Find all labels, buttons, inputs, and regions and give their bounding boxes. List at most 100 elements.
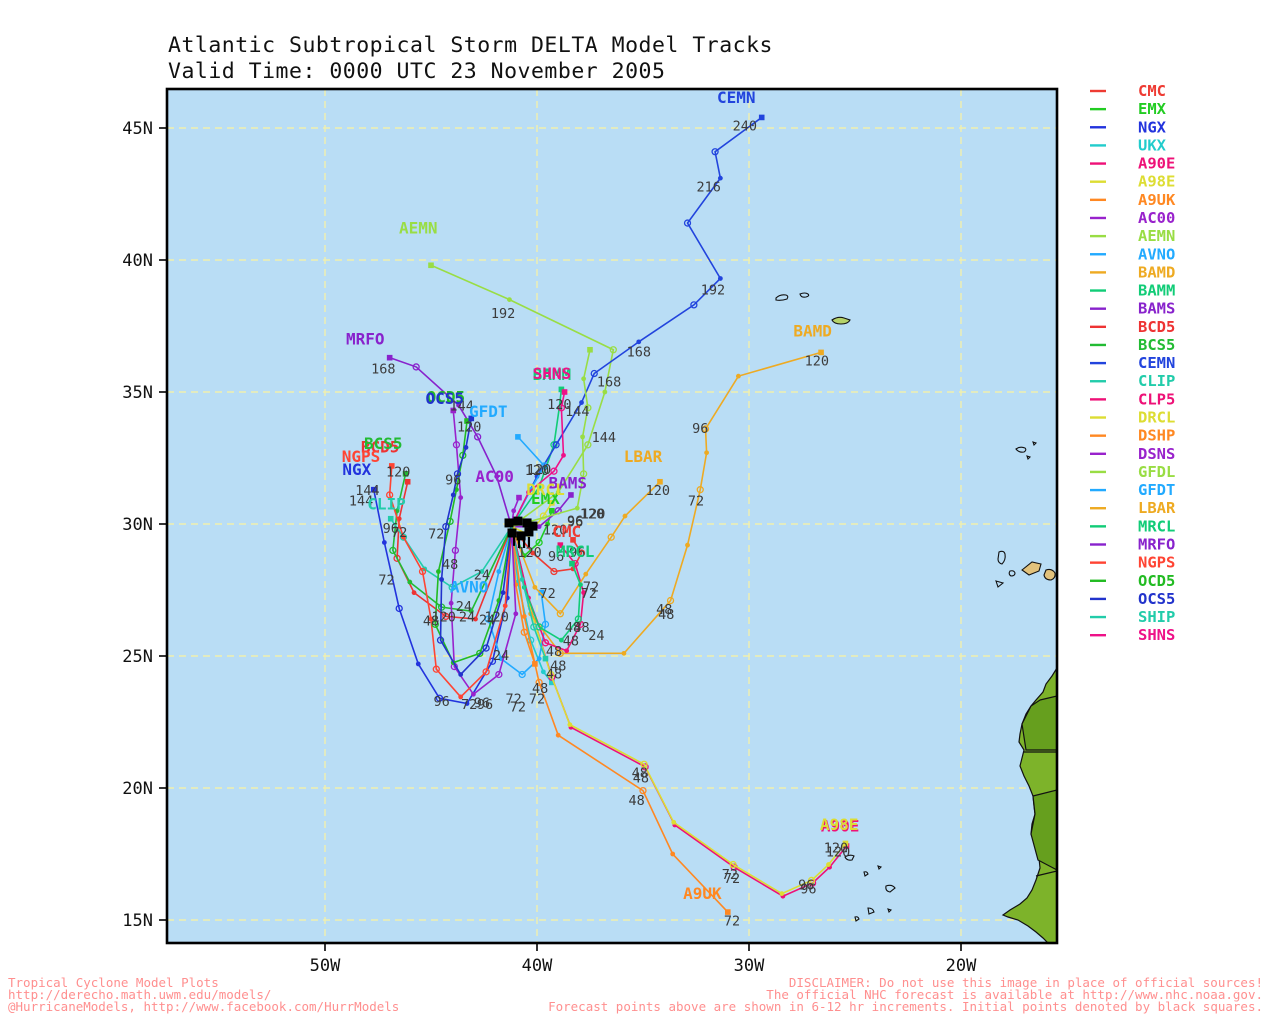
hour-label-BCS5: 24: [459, 610, 475, 626]
track-point: [468, 608, 474, 614]
hour-label-A90E: 48: [633, 771, 649, 787]
track-endpoint-BCS5: [402, 471, 409, 477]
track-endpoint-GFDL: [587, 346, 593, 353]
cluster-hour-label: 120: [581, 507, 605, 523]
track-point: [701, 425, 710, 433]
legend-item-EMX: EMX: [1090, 100, 1167, 118]
track-layer: [370, 114, 850, 915]
track-point: [666, 596, 675, 605]
legend-label-CEMN: CEMN: [1138, 354, 1175, 372]
cape-verde-5: [854, 916, 860, 922]
axis-layer: 45N 40N 35N 30N 25N 20N 15N 50W 40W 30W 20W: [122, 87, 1059, 976]
hour-label-MRCL: 72: [581, 586, 597, 602]
track-point: [513, 611, 519, 617]
track-point: [464, 701, 470, 706]
legend-item-A98E: A98E: [1090, 173, 1175, 191]
track-point: [526, 489, 531, 495]
legend-item-CEMN: CEMN: [1090, 354, 1175, 372]
track-point: [495, 670, 503, 679]
hour-label-BAMS: 96: [567, 513, 583, 529]
cape-verde-4: [867, 907, 875, 915]
y-tick-label: 45N: [122, 119, 153, 139]
track-point: [418, 567, 427, 576]
track-point: [690, 301, 698, 309]
legend: CMCEMXNGXUKXA90EA98EA9UKAC00AEMNAVNOBAMD…: [1090, 82, 1176, 644]
legend-label-OCD5: OCD5: [1138, 572, 1175, 590]
plot-frame: [165, 87, 1059, 945]
track-point: [826, 862, 831, 867]
track-point: [463, 445, 469, 450]
hour-label-A90E: 96: [800, 882, 816, 898]
track-point: [494, 474, 500, 479]
track-point: [442, 522, 450, 531]
track-endpoint-EMX: [549, 508, 555, 514]
cluster-hour-label: 24: [493, 648, 509, 664]
track-endpoint-OCD5: [464, 418, 470, 424]
model-label-MRFO: MRFO: [346, 329, 385, 348]
model-label-BAMD: BAMD: [793, 322, 832, 341]
legend-item-CMC: CMC: [1090, 82, 1166, 100]
track-point: [535, 623, 543, 631]
track-point: [696, 486, 704, 494]
track-endpoint-LBAR: [657, 478, 663, 485]
track-BCD5: [393, 478, 513, 622]
track-point: [431, 620, 439, 628]
model-label-A90E: A90E: [821, 817, 860, 836]
track-point: [451, 546, 460, 555]
track-point: [395, 604, 403, 613]
track-point: [602, 389, 608, 395]
legend-label-CMC: CMC: [1138, 82, 1166, 100]
cluster-hour-label: 120: [543, 523, 567, 539]
track-endpoint-GFDT: [515, 434, 521, 440]
cape-verde-7: [877, 865, 883, 871]
model-label-SHNS: SHNS: [533, 364, 572, 383]
track-endpoint-NGPS: [388, 463, 395, 469]
y-tick-label: 20N: [122, 779, 153, 799]
cluster-hour-label: 48: [573, 620, 589, 636]
cluster-hour-label: 24: [474, 567, 490, 583]
track-point: [536, 484, 542, 490]
track-point: [386, 491, 394, 499]
track-point: [547, 670, 555, 679]
hour-label-CEMN: 216: [697, 179, 721, 195]
legend-label-A9UK: A9UK: [1138, 191, 1176, 209]
legend-item-GFDT: GFDT: [1090, 481, 1175, 499]
track-endpoint-MRFO: [386, 354, 393, 361]
track-line-BAMM: [510, 389, 563, 528]
model-label-EMX: EMX: [531, 489, 560, 508]
model-label-A9UK: A9UK: [683, 884, 722, 903]
hour-label-A90E: 72: [724, 871, 740, 887]
track-point: [583, 571, 589, 577]
track-endpoint-AVNO: [538, 589, 545, 596]
track-point: [511, 508, 517, 514]
track-point: [530, 550, 536, 556]
hour-label-CLIP: 96: [383, 521, 399, 537]
track-point: [580, 434, 585, 440]
map-layer: [167, 89, 1057, 943]
cape-verde-1: [844, 854, 855, 861]
track-point: [407, 579, 413, 585]
track-endpoint-A9UK: [725, 909, 731, 915]
legend-item-SHNS: SHNS: [1090, 626, 1175, 644]
track-point: [683, 219, 692, 227]
legend-item-GFDL: GFDL: [1090, 463, 1175, 481]
track-point: [432, 665, 440, 673]
cluster-hour-label: 72: [529, 692, 545, 708]
hour-label-A98E: 72: [722, 867, 738, 883]
track-point: [779, 891, 785, 896]
track-point: [636, 339, 642, 345]
x-tick-label: 50W: [310, 956, 341, 976]
hour-label-AEMN: 192: [491, 306, 515, 322]
hour-label-A90E: 120: [826, 845, 850, 861]
track-point: [541, 620, 550, 628]
initial-point-square: [522, 518, 532, 528]
legend-label-BAMS: BAMS: [1138, 300, 1175, 318]
hour-label-CLP5: 72: [583, 579, 599, 595]
track-endpoint-AC00: [516, 494, 522, 501]
legend-label-GFDT: GFDT: [1138, 481, 1175, 499]
canary-gran-canaria: [1043, 568, 1056, 581]
track-point: [436, 636, 445, 644]
legend-item-BAMS: BAMS: [1090, 300, 1175, 318]
cluster-hour-label: 120: [517, 545, 541, 561]
track-endpoint-DSNS: [450, 407, 457, 414]
